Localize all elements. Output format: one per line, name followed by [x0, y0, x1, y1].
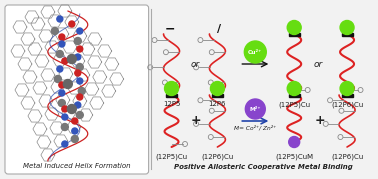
FancyBboxPatch shape	[5, 5, 149, 174]
Bar	[289, 93, 300, 97]
Text: +: +	[315, 115, 325, 127]
Bar	[166, 93, 177, 97]
Text: (12P6)Cu: (12P6)Cu	[331, 154, 363, 161]
Circle shape	[340, 81, 354, 96]
Text: /: /	[217, 24, 222, 34]
Circle shape	[72, 128, 78, 134]
Circle shape	[287, 21, 301, 35]
Text: (12P6)Cu: (12P6)Cu	[331, 101, 363, 108]
Text: (12P5)Cu: (12P5)Cu	[155, 154, 187, 161]
Circle shape	[77, 46, 83, 52]
Circle shape	[340, 21, 354, 35]
Circle shape	[287, 81, 301, 96]
Text: +: +	[190, 115, 201, 127]
Circle shape	[75, 102, 81, 108]
Circle shape	[74, 37, 81, 45]
Text: Metal Induced Helix Formation: Metal Induced Helix Formation	[23, 163, 131, 169]
Circle shape	[62, 58, 68, 64]
Text: Cu²⁺: Cu²⁺	[248, 50, 262, 54]
Circle shape	[57, 16, 63, 22]
Circle shape	[69, 21, 75, 27]
Circle shape	[59, 82, 65, 88]
Circle shape	[76, 64, 83, 71]
Circle shape	[62, 141, 68, 147]
Circle shape	[61, 124, 68, 130]
Circle shape	[76, 112, 83, 118]
Circle shape	[59, 34, 65, 40]
Text: (12P5)CuM: (12P5)CuM	[275, 154, 313, 161]
Circle shape	[289, 137, 300, 147]
Circle shape	[164, 81, 178, 96]
Circle shape	[245, 99, 265, 119]
Circle shape	[67, 105, 76, 113]
Text: M²⁺: M²⁺	[249, 107, 261, 112]
Circle shape	[211, 81, 225, 96]
Circle shape	[58, 100, 65, 107]
Bar	[342, 93, 353, 97]
Circle shape	[62, 114, 68, 120]
Text: M= Co²⁺/ Zn²⁺: M= Co²⁺/ Zn²⁺	[234, 125, 276, 130]
Circle shape	[77, 94, 83, 100]
Circle shape	[54, 76, 61, 83]
Circle shape	[75, 70, 81, 76]
Circle shape	[67, 54, 76, 64]
Text: 12P5: 12P5	[163, 101, 180, 107]
Text: 12P6: 12P6	[209, 101, 226, 107]
Text: Positive Allosteric Cooperative Metal Binding: Positive Allosteric Cooperative Metal Bi…	[174, 164, 353, 170]
Text: −: −	[164, 23, 175, 35]
Circle shape	[77, 28, 83, 34]
Bar	[289, 33, 300, 36]
Circle shape	[71, 136, 78, 142]
Circle shape	[75, 54, 81, 60]
Circle shape	[57, 66, 63, 72]
Circle shape	[56, 50, 64, 57]
Circle shape	[59, 90, 65, 96]
Circle shape	[51, 28, 58, 35]
Bar	[342, 33, 353, 36]
Text: or: or	[313, 59, 323, 69]
Circle shape	[77, 78, 83, 84]
Circle shape	[244, 41, 266, 63]
Circle shape	[72, 118, 78, 124]
Circle shape	[62, 106, 68, 112]
Circle shape	[64, 79, 72, 88]
Text: (12P6)Cu: (12P6)Cu	[201, 154, 234, 161]
Circle shape	[59, 41, 65, 47]
Text: or: or	[191, 59, 200, 69]
Circle shape	[78, 88, 85, 95]
Text: (12P5)Cu: (12P5)Cu	[278, 101, 310, 108]
Bar	[212, 93, 223, 97]
